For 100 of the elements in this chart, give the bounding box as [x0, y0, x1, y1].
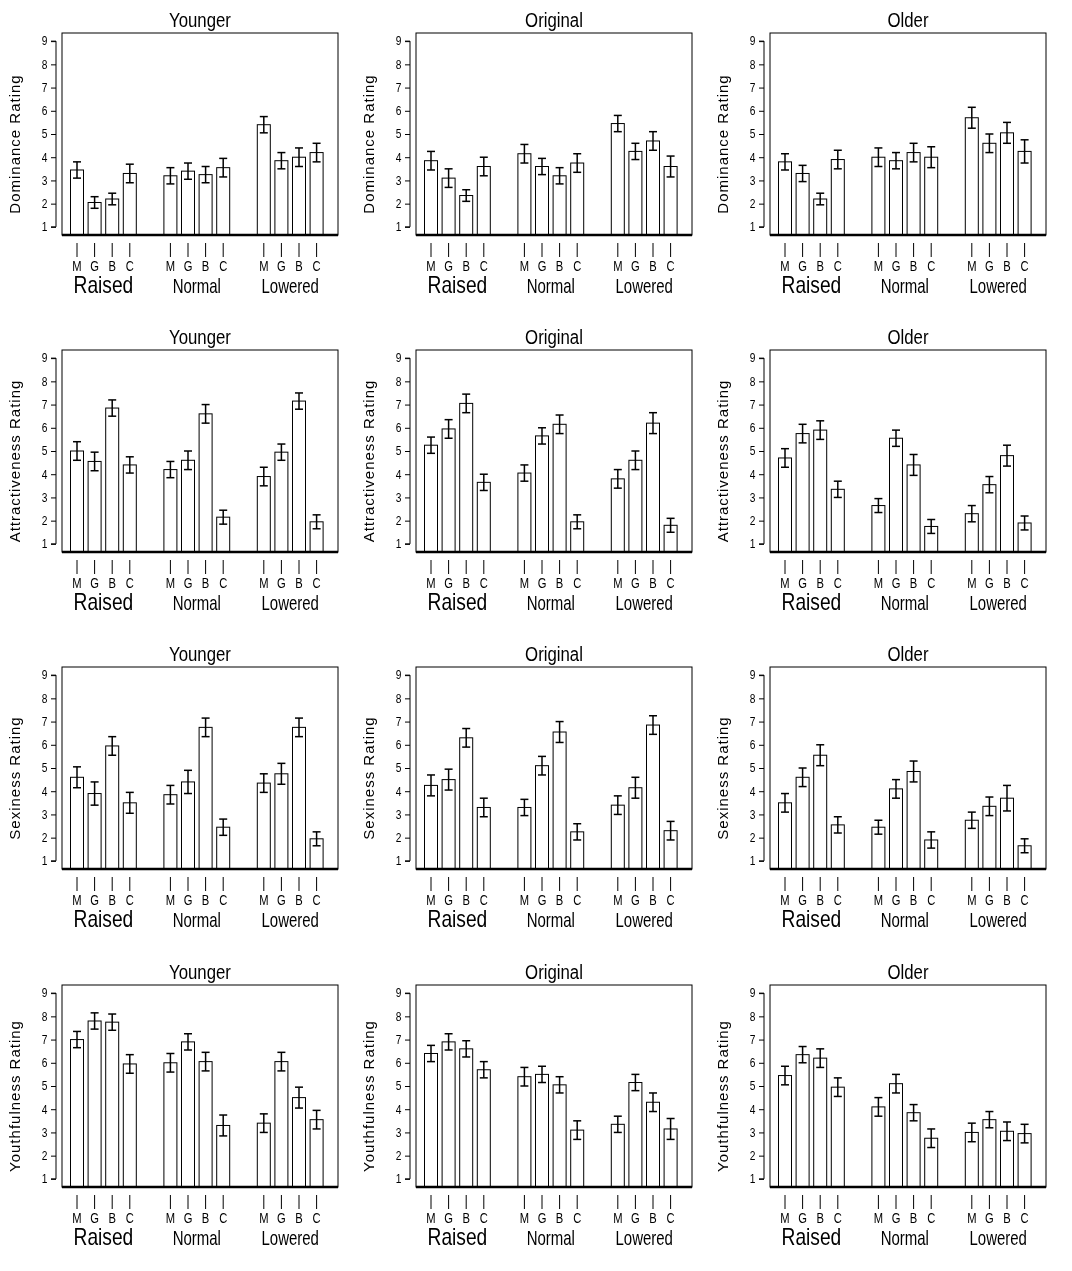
y-tick-label: 9 [41, 34, 48, 48]
y-tick-label: 5 [41, 761, 48, 775]
text: Lowered [969, 591, 1027, 615]
y-tick-label: 4 [41, 784, 48, 798]
y-tick-label: 4 [41, 1102, 48, 1116]
y-tick-label: 9 [749, 986, 756, 1000]
y-tick-label: 4 [395, 784, 402, 798]
x-tick-label: M [165, 1210, 176, 1227]
x-tick-label: G [537, 1210, 547, 1227]
x-tick-label: G [985, 1210, 994, 1227]
x-tick-label: B [1003, 258, 1011, 275]
y-axis-title: Attractiveness Rating [360, 379, 377, 543]
y-tick-label: 6 [41, 104, 48, 118]
y-tick-label: 3 [41, 491, 48, 504]
y-tick-label: 8 [41, 57, 48, 71]
chart-title: Original [525, 8, 583, 32]
x-tick-label: B [649, 575, 657, 592]
x-tick-label: C [666, 258, 675, 275]
chart-title: Younger [169, 8, 232, 32]
y-tick-label: 1 [395, 220, 402, 234]
x-tick-label: M [873, 575, 884, 592]
y-tick-label: 5 [41, 444, 48, 458]
x-tick-label: G [537, 258, 547, 275]
x-tick-label: M [873, 1210, 884, 1227]
chart-title: Original [525, 325, 583, 349]
x-tick-label: C [573, 575, 582, 592]
text: Lowered [261, 591, 319, 615]
y-tick-label: 6 [395, 421, 402, 435]
y-tick-label: 3 [749, 491, 756, 504]
x-tick-label: C [1020, 575, 1029, 592]
y-tick-label: 5 [41, 1079, 48, 1093]
y-tick-label: 8 [749, 57, 756, 71]
y-tick-label: 1 [41, 854, 48, 868]
y-tick-label: 8 [749, 1009, 756, 1023]
x-tick-label: B [295, 258, 303, 275]
y-tick-label: 4 [395, 150, 402, 164]
x-tick-label: B [555, 892, 564, 909]
y-tick-label: 3 [395, 491, 402, 504]
text: Normal [526, 274, 575, 298]
x-tick-label: B [201, 258, 210, 275]
chart-title: Original [525, 642, 583, 666]
x-tick-label: G [183, 892, 193, 909]
x-tick-label: C [666, 892, 675, 909]
y-tick-label: 1 [395, 537, 402, 551]
y-axis-title: Attractiveness Rating [6, 379, 23, 543]
y-tick-label: 5 [395, 761, 402, 775]
x-tick-label: M [613, 1210, 623, 1227]
text: Lowered [261, 908, 319, 932]
text: Lowered [969, 274, 1027, 298]
x-tick-label: M [519, 258, 530, 275]
text: Lowered [969, 908, 1027, 932]
x-tick-label: B [295, 1210, 303, 1227]
x-tick-label: G [277, 258, 286, 275]
y-tick-label: 7 [749, 398, 756, 412]
x-tick-label: M [613, 892, 623, 909]
text: Lowered [261, 274, 319, 298]
chart-title: Original [525, 960, 583, 984]
y-tick-label: 8 [395, 1009, 402, 1023]
x-tick-label: C [927, 258, 936, 275]
x-tick-label: C [927, 892, 936, 909]
y-axis-title: Sexiness Rating [714, 716, 731, 840]
x-tick-label: G [891, 575, 901, 592]
y-tick-label: 1 [749, 220, 756, 234]
x-tick-label: C [573, 1210, 582, 1227]
chart-title: Older [887, 325, 930, 349]
y-tick-label: 1 [749, 1172, 756, 1186]
x-tick-label: G [631, 258, 640, 275]
text: Normal [526, 908, 575, 932]
x-tick-label: G [183, 1210, 193, 1227]
x-tick-label: M [165, 258, 176, 275]
y-tick-label: 9 [395, 668, 402, 682]
y-tick-label: 6 [395, 1056, 402, 1070]
y-tick-label: 7 [395, 398, 402, 412]
x-tick-label: G [277, 575, 286, 592]
text: Lowered [615, 1226, 673, 1250]
x-tick-label: B [555, 575, 564, 592]
y-tick-label: 7 [41, 1033, 48, 1047]
y-tick-label: 9 [41, 351, 48, 365]
x-tick-label: B [295, 575, 303, 592]
y-tick-label: 1 [749, 854, 756, 868]
x-tick-label: G [891, 892, 901, 909]
x-tick-label: M [967, 1210, 977, 1227]
y-tick-label: 9 [749, 351, 756, 365]
x-tick-label: C [1020, 1210, 1029, 1227]
chart-title: Younger [169, 642, 232, 666]
y-tick-label: 3 [749, 808, 756, 821]
x-tick-label: G [985, 892, 994, 909]
x-tick-label: G [277, 892, 286, 909]
y-tick-label: 5 [749, 444, 756, 458]
y-tick-label: 2 [749, 514, 756, 528]
y-tick-label: 5 [395, 444, 402, 458]
y-tick-label: 6 [749, 1056, 756, 1070]
x-tick-label: C [312, 1210, 321, 1227]
text: Lowered [615, 274, 673, 298]
x-tick-label: M [519, 575, 530, 592]
y-tick-label: 6 [395, 104, 402, 118]
y-tick-label: 5 [749, 761, 756, 775]
x-tick-label: C [219, 1210, 228, 1227]
x-tick-label: M [967, 575, 977, 592]
y-tick-label: 7 [749, 81, 756, 95]
